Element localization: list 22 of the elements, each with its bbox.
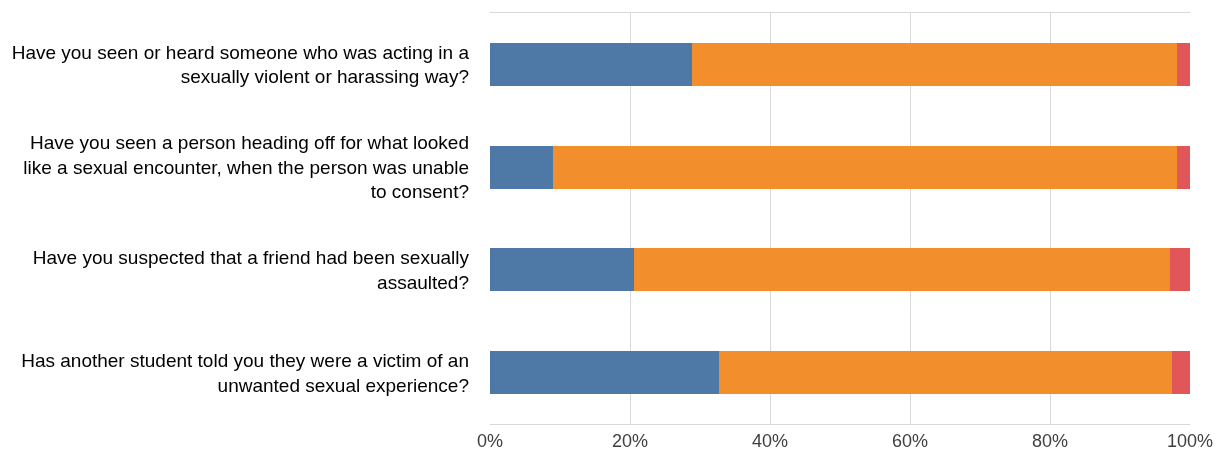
bar bbox=[1177, 145, 1190, 189]
x-tick-label: 60% bbox=[891, 430, 929, 451]
bar bbox=[1177, 42, 1190, 86]
bar bbox=[691, 42, 1178, 86]
bar bbox=[490, 248, 634, 292]
bar bbox=[633, 248, 1171, 292]
bar bbox=[490, 42, 692, 86]
bar bbox=[1171, 351, 1190, 395]
bar bbox=[1170, 248, 1190, 292]
y-tick-label: Has another student told you they were a victim of an unwanted sexual experience? bbox=[21, 349, 469, 396]
bar bbox=[718, 351, 1172, 395]
x-tick-label: 40% bbox=[751, 430, 789, 451]
y-tick-label: Have you suspected that a friend had been sexually assaulted? bbox=[32, 247, 470, 293]
x-tick-label: 0% bbox=[476, 430, 504, 451]
x-tick-label: 20% bbox=[611, 430, 649, 451]
bar bbox=[553, 145, 1178, 189]
x-tick-label: 100% bbox=[1166, 430, 1214, 451]
bar bbox=[490, 145, 553, 189]
y-tick-label: Have you seen a person heading off for what looked like a sexual encounter, when the person was unable to consent? bbox=[23, 132, 469, 203]
bar bbox=[490, 351, 719, 395]
y-tick-label: Have you seen or heard someone who was acting in a sexually violent or harassing way? bbox=[11, 41, 470, 88]
x-tick-label: 80% bbox=[1031, 430, 1069, 451]
